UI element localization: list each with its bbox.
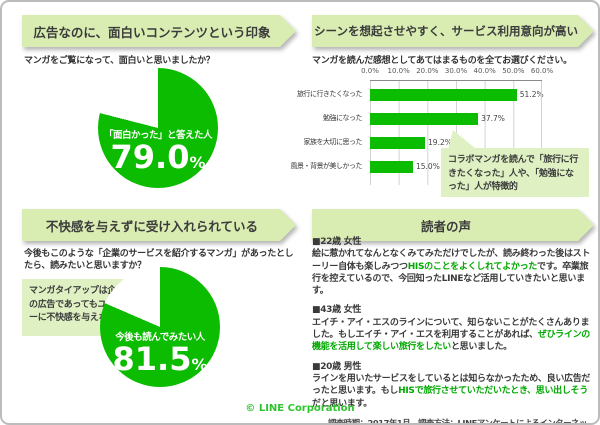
panel-header-ribbon: 読者の声: [312, 209, 594, 241]
testimonial-text: 絵に惹かれてなんとなくみてみただけでしたが、読み終わった後はストーリー自体も楽し…: [312, 249, 591, 272]
pie-label: 「面白かった」と答えた人: [103, 129, 213, 141]
pie-value-number: 81.5: [112, 340, 192, 379]
testimonials: ■22歳 女性絵に惹かれてなんとなくみてみただけでしたが、読み終わった後はストー…: [312, 236, 594, 425]
testimonial-text: だと思います。: [312, 398, 373, 409]
bar-value-label: 15.0%: [416, 162, 440, 171]
pie-value-unit: %: [191, 355, 208, 375]
bar-category-label: 旅行に行きたくなった: [297, 90, 363, 98]
x-tick-label: 60.0%: [530, 67, 554, 75]
bar: [370, 137, 426, 149]
bar-chart-x-axis-ticks: 0.0% 10.0% 20.0% 30.0% 40.0% 50.0% 60.0%: [361, 67, 553, 77]
survey-note-line: 調査時期：2017年1月 調査方法：LINEアンケートによるインターネット調査: [328, 417, 587, 425]
survey-question: 今後もこのような「企業のサービスを紹介するマンガ」があったとしたら、読みたいと思…: [24, 249, 294, 271]
bar-category-label: 風景・背景が美しかった: [290, 162, 363, 170]
testimonial: ■22歳 女性絵に惹かれてなんとなくみてみただけでしたが、読み終わった後はストー…: [312, 236, 594, 297]
panel-title: 広告なのに、面白いコンテンツという印象: [22, 15, 296, 47]
x-tick-label: 40.0%: [473, 67, 496, 75]
testimonial-who: ■43歳 女性: [312, 305, 362, 316]
pie-value-number: 79.0: [110, 137, 190, 176]
testimonial-who: ■22歳 女性: [312, 237, 362, 247]
pie-label: 今後も読んでみたい人: [115, 332, 205, 344]
survey-notes: 調査時期：2017年1月 調査方法：LINEアンケートによるインターネット調査 …: [312, 417, 594, 425]
x-tick-label: 20.0%: [416, 67, 439, 75]
panel-header-ribbon: シーンを想起させやすく、サービス利用意向が高い: [312, 15, 594, 47]
survey-question: マンガをご覧になって、面白いと思いましたか？: [24, 56, 215, 66]
x-tick-label: 50.0%: [502, 67, 525, 75]
survey-question: マンガを読んだ感想としてあてはまるものを全てお選びください。: [312, 56, 572, 66]
pie-value-unit: %: [189, 152, 206, 172]
bar-value-label: 51.2%: [519, 90, 544, 99]
testimonial: ■43歳 女性 エイチ・アイ・エスのラインについて、知らないことがたくさんありまし…: [312, 304, 594, 353]
panel-acceptance: 不快感を与えずに受け入れられている 今後もこのような「企業のサービスを紹介するマ…: [10, 207, 302, 397]
panel-service-intent: シーンを想起させやすく、サービス利用意向が高い マンガを読んだ感想としてあてはま…: [291, 10, 598, 207]
x-tick-label: 0.0%: [361, 67, 379, 75]
bar-value-label: 37.7%: [481, 114, 505, 123]
copyright-text: © LINE Corporation: [245, 403, 355, 414]
pie-chart-funny: 「面白かった」と答えた人 79.0%: [98, 68, 218, 188]
testimonial-text: ラインを用いたサービスをしているとは知らなかったため、良い広告だったと思います。…: [312, 373, 591, 397]
panel-funny-impression: 広告なのに、面白いコンテンツという印象 マンガをご覧になって、面白いと思いました…: [10, 10, 302, 207]
testimonial-highlight: ぜひラインの機能を活用して楽しい旅行をしたい: [312, 330, 590, 353]
pie-value: 81.5%: [80, 343, 240, 377]
panel-reader-voices: 読者の声 ■22歳 女性絵に惹かれてなんとなくみてみただけでしたが、読み終わった…: [302, 207, 598, 423]
bar: [370, 161, 413, 173]
testimonial-text: です。卒業旅行を控えているので、今回知ったLINEなど活用していきたいと思います…: [312, 261, 589, 297]
testimonial-who: ■20歳 男性: [312, 361, 362, 372]
testimonial-highlight: HISで旅行させていただいたとき、思い出しそう: [398, 386, 588, 397]
pie-value: 79.0%: [78, 137, 238, 176]
panel-header-ribbon: 不快感を与えずに受け入れられている: [22, 209, 296, 241]
x-tick-label: 30.0%: [444, 67, 468, 75]
testimonial-highlight: HISのことをよくしれてよかった: [407, 261, 538, 272]
panel-title: 不快感を与えずに受け入れられている: [22, 209, 296, 241]
bar-category-label: 家族を大切に思った: [303, 138, 363, 146]
panel-header-ribbon: 広告なのに、面白いコンテンツという印象: [22, 15, 296, 47]
panel-title: 読者の声: [312, 209, 594, 241]
callout-note: コラボマンガを読んで「旅行に行きたくなった」人や、「勉強になった」人が特徴的: [441, 148, 589, 197]
pie-chart-read-again: 今後も読んでみたい人 81.5%: [100, 267, 220, 387]
testimonial-text: エイチ・アイ・エスのラインについて、知らないことがたくさんありました。もしエイチ…: [312, 317, 590, 341]
bar: [370, 113, 479, 125]
testimonial-text: と思いました。: [450, 342, 512, 353]
bar: [370, 89, 517, 101]
bar-category-label: 勉強になった: [323, 114, 363, 122]
panel-title: シーンを想起させやすく、サービス利用意向が高い: [312, 15, 594, 47]
pie-center-text: 「面白かった」と答えた人 79.0%: [78, 127, 238, 175]
bar-chart-category-labels: 旅行に行きたくなった勉強になった家族を大切に思った風景・背景が美しかった: [291, 80, 366, 184]
testimonial: ■20歳 男性 ラインを用いたサービスをしているとは知らなかったため、良い広告だっ…: [312, 361, 594, 410]
pie-center-text: 今後も読んでみたい人 81.5%: [80, 329, 240, 377]
x-tick-label: 10.0%: [387, 67, 410, 75]
bar-value-label: 19.2%: [428, 138, 452, 147]
